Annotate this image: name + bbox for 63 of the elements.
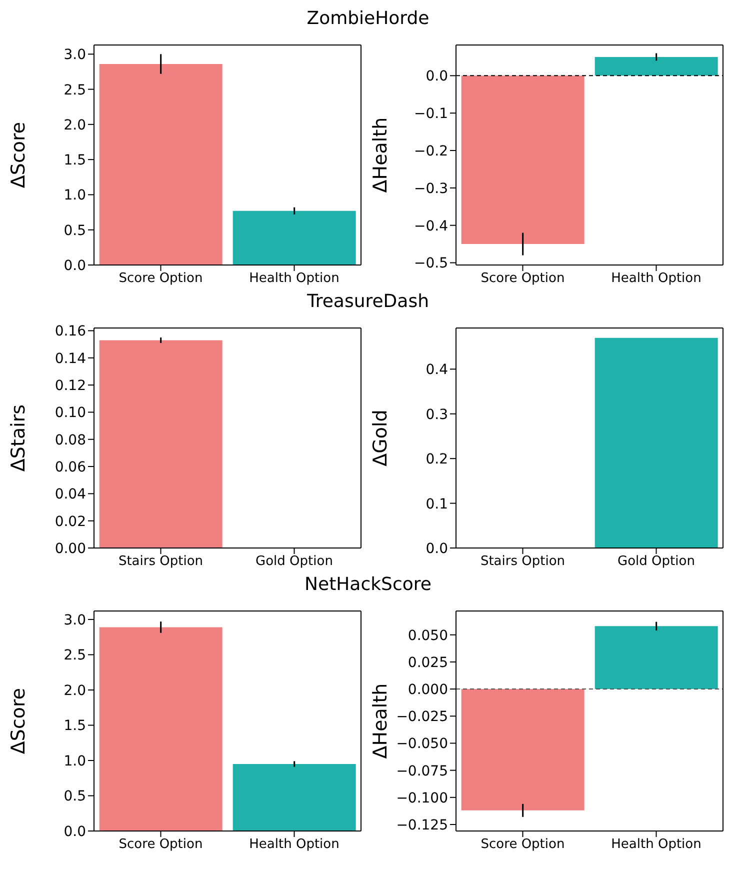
y-tick-label: 0.12	[54, 378, 86, 394]
y-tick-label: 0.0	[426, 68, 448, 85]
y-tick-label: 0.14	[54, 350, 86, 367]
y-tick-label: 2.0	[64, 117, 86, 134]
x-tick-label: Stairs Option	[480, 554, 566, 570]
y-tick-label: −0.5	[414, 256, 448, 272]
chart-title: TreasureDash	[306, 291, 430, 314]
x-tick-label: Score Option	[480, 271, 565, 286]
y-axis-title: ΔHealth	[370, 117, 392, 193]
y-tick-label: 0.1	[426, 496, 448, 512]
y-tick-label: 0.5	[64, 222, 86, 239]
x-tick-label: Health Option	[611, 271, 702, 286]
y-tick-label: 1.5	[64, 718, 86, 734]
y-tick-label: 0.10	[54, 405, 86, 422]
y-tick-label: 0.0	[64, 258, 86, 274]
y-tick-label: 0.02	[54, 514, 86, 530]
y-tick-label: 0.025	[408, 654, 448, 671]
y-axis-title: ΔHealth	[370, 683, 392, 759]
y-tick-label: 1.0	[64, 753, 86, 770]
y-tick-label: −0.050	[396, 736, 448, 752]
y-axis-title: ΔStairs	[8, 404, 30, 472]
y-axis-title: ΔScore	[8, 122, 30, 188]
x-tick-label: Health Option	[611, 837, 702, 852]
y-tick-label: 0.06	[54, 459, 86, 476]
y-tick-label: 0.050	[408, 628, 448, 644]
x-tick-label: Stairs Option	[118, 554, 204, 570]
y-tick-label: 0.04	[54, 486, 86, 503]
y-tick-label: −0.3	[414, 180, 448, 197]
y-tick-label: 1.0	[64, 188, 86, 204]
y-axis-title: ΔGold	[370, 410, 392, 466]
y-tick-label: −0.025	[396, 709, 448, 726]
chart-title: NetHackScore	[304, 574, 432, 597]
y-tick-label: −0.4	[414, 218, 448, 234]
y-tick-label: 2.0	[64, 682, 86, 699]
y-tick-label: −0.100	[396, 790, 448, 806]
y-tick-label: 3.0	[64, 612, 86, 628]
y-tick-label: 2.5	[64, 648, 86, 664]
y-tick-label: 3.0	[64, 47, 86, 64]
y-tick-label: 0.08	[54, 432, 86, 448]
x-tick-label: Health Option	[249, 271, 340, 286]
x-tick-label: Gold Option	[256, 554, 333, 570]
x-tick-label: Score Option	[480, 837, 565, 852]
y-axis-title: ΔScore	[8, 688, 30, 754]
y-tick-label: −0.1	[414, 106, 448, 122]
y-tick-label: −0.075	[396, 763, 448, 780]
y-tick-label: −0.2	[414, 143, 448, 160]
y-tick-label: 1.5	[64, 152, 86, 169]
y-tick-label: 0.2	[426, 452, 448, 468]
x-tick-label: Health Option	[249, 837, 340, 852]
y-tick-label: 0.0	[426, 540, 448, 557]
y-tick-label: 0.00	[54, 540, 86, 557]
y-tick-label: 0.0	[64, 824, 86, 840]
y-tick-label: 0.000	[408, 682, 448, 698]
y-tick-label: 0.5	[64, 788, 86, 805]
x-tick-label: Score Option	[118, 837, 203, 852]
y-tick-label: −0.125	[396, 817, 448, 834]
y-tick-label: 0.4	[426, 362, 448, 378]
y-tick-label: 2.5	[64, 82, 86, 98]
y-tick-label: 0.16	[54, 324, 86, 340]
x-tick-label: Gold Option	[618, 554, 695, 570]
y-tick-label: 0.3	[426, 406, 448, 423]
x-tick-label: Score Option	[118, 271, 203, 286]
chart-title: ZombieHorde	[306, 8, 430, 31]
